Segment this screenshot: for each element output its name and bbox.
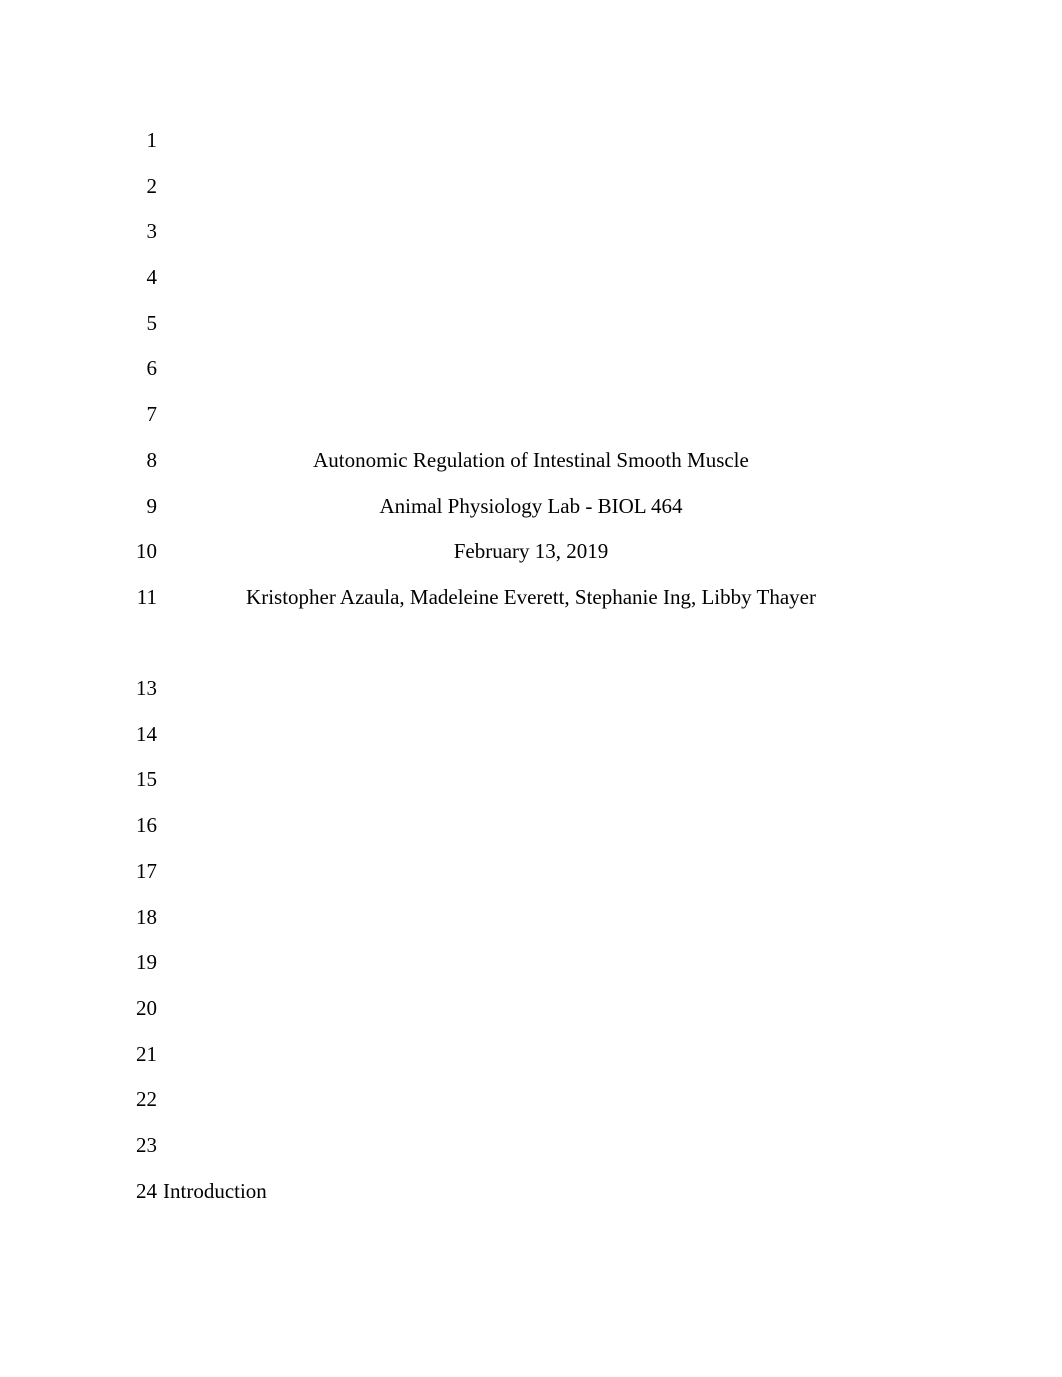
- line-number: 7: [125, 402, 157, 427]
- authors-text: Kristopher Azaula, Madeleine Everett, St…: [163, 585, 937, 610]
- document-line: 7: [125, 402, 937, 427]
- line-number: 3: [125, 219, 157, 244]
- document-line: 6: [125, 356, 937, 381]
- line-number: 21: [125, 1042, 157, 1067]
- line-number: 23: [125, 1133, 157, 1158]
- document-line: 20: [125, 996, 937, 1021]
- document-line: 8 Autonomic Regulation of Intestinal Smo…: [125, 448, 937, 473]
- line-number: 19: [125, 950, 157, 975]
- date-text: February 13, 2019: [163, 539, 937, 564]
- document-line: 19: [125, 950, 937, 975]
- line-number: 18: [125, 905, 157, 930]
- line-number: 20: [125, 996, 157, 1021]
- line-number: 4: [125, 265, 157, 290]
- line-number: 14: [125, 722, 157, 747]
- document-line: 3: [125, 219, 937, 244]
- document-line: 4: [125, 265, 937, 290]
- line-number: 24: [125, 1179, 157, 1204]
- line-number: 5: [125, 311, 157, 336]
- document-line: 22: [125, 1087, 937, 1112]
- title-text: Autonomic Regulation of Intestinal Smoot…: [163, 448, 937, 473]
- document-line: 13: [125, 676, 937, 701]
- line-number: 6: [125, 356, 157, 381]
- line-number: 2: [125, 174, 157, 199]
- line-number: 11: [125, 585, 157, 610]
- document-line: 1: [125, 128, 937, 153]
- line-number: 13: [125, 676, 157, 701]
- line-number: 1: [125, 128, 157, 153]
- line-number: 22: [125, 1087, 157, 1112]
- line-number: 10: [125, 539, 157, 564]
- document-line: 11 Kristopher Azaula, Madeleine Everett,…: [125, 585, 937, 610]
- line-number: 8: [125, 448, 157, 473]
- line-number: 17: [125, 859, 157, 884]
- document-line: 23: [125, 1133, 937, 1158]
- document-line: 15: [125, 767, 937, 792]
- document-line: 24 Introduction: [125, 1179, 937, 1204]
- document-line: 17: [125, 859, 937, 884]
- section-heading: Introduction: [163, 1179, 937, 1204]
- document-line: 9 Animal Physiology Lab - BIOL 464: [125, 494, 937, 519]
- document-line: 21: [125, 1042, 937, 1067]
- document-line: 2: [125, 174, 937, 199]
- document-page: 1 2 3 4 5 6 7 8 Autonomic Regulation of …: [0, 0, 1062, 1377]
- course-text: Animal Physiology Lab - BIOL 464: [163, 494, 937, 519]
- document-line: 5: [125, 311, 937, 336]
- line-number: 15: [125, 767, 157, 792]
- document-line: 14: [125, 722, 937, 747]
- line-number: 16: [125, 813, 157, 838]
- document-line: 18: [125, 905, 937, 930]
- document-line: 16: [125, 813, 937, 838]
- line-number: 9: [125, 494, 157, 519]
- document-line: 10 February 13, 2019: [125, 539, 937, 564]
